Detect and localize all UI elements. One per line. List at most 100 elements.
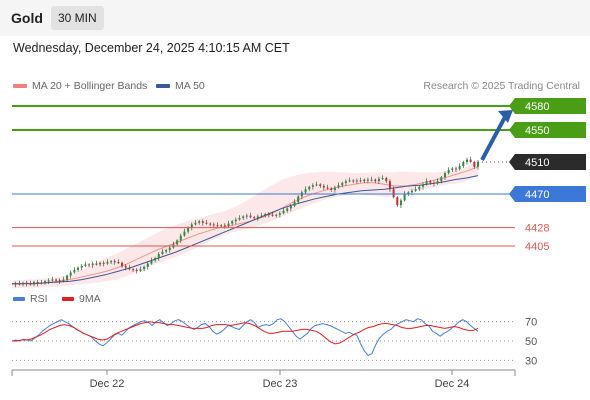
candle-body [465,159,468,162]
symbol-title: Gold [11,10,43,26]
candle-body [220,225,223,227]
candle-body [150,260,153,264]
candle-body [399,200,402,206]
candle-body [447,170,450,174]
ma20-swatch [13,84,27,89]
candle-body [44,281,47,283]
candle-body [458,166,461,170]
legend-ma50: MA 50 [156,80,205,92]
candle-body [231,221,234,224]
candle-body [113,261,116,263]
candle-body [333,187,336,190]
candle-body [385,178,388,182]
candle-body [69,272,72,276]
candle-body [315,184,318,186]
candle-body [36,282,39,284]
candle-body [363,179,366,182]
candle-body [95,263,98,265]
candle-body [451,168,454,170]
level-label-4470: 4470 [525,189,549,201]
x-tick-label: Dec 23 [263,378,298,390]
rsi-line [11,318,479,357]
candle-body [18,283,21,285]
candle-body [176,240,179,245]
candle-body [223,225,226,227]
candle-body [374,179,377,182]
candle-body [157,254,160,258]
candle-body [245,215,248,217]
candle-body [275,214,278,216]
candle-body [124,266,127,268]
level-tag-4550 [509,122,586,138]
candle-body [297,196,300,202]
candle-body [469,159,472,162]
legend-rsi: RSI [13,293,48,305]
candle-body [381,178,384,179]
candle-body [311,185,314,187]
candle-body [421,184,424,187]
candle-body [352,180,355,182]
last-price-label: 4510 [525,157,549,169]
candle-body [99,262,102,265]
candle-body [344,181,347,183]
candle-body [146,263,149,267]
rsi-ma-line [12,321,479,345]
candle-body [29,283,32,285]
candle-body [267,214,270,215]
candle-body [132,269,135,271]
candle-body [227,223,230,226]
candle-body [55,279,58,281]
legend-ma20: MA 20 + Bollinger Bands [13,80,147,92]
interval-button[interactable]: 30 MIN [51,6,104,30]
candle-body [102,262,105,264]
rsi-label: RSI [30,293,48,305]
candle-body [392,189,395,198]
candle-body [319,184,322,186]
candle-body [212,224,215,226]
copyright-text: Research © 2025 Trading Central [423,80,580,92]
rsi-ma-swatch [62,297,74,302]
candle-body [143,266,146,270]
candle-body [209,223,212,225]
candle-body [33,282,36,285]
level-label-4428: 4428 [525,223,549,235]
scenario-arrow-shaft [480,116,507,161]
candle-body [330,188,333,190]
candle-body [187,227,190,232]
candle-body [205,222,208,224]
candle-body [414,189,417,191]
rsi-level-label-50: 50 [525,336,537,348]
candle-body [40,282,43,284]
candle-body [62,279,65,282]
candle-body [454,168,457,170]
candle-body [242,216,245,218]
candle-body [443,173,446,178]
candle-body [88,264,91,266]
candle-body [341,182,344,186]
rsi-level-label-70: 70 [525,317,537,329]
candle-body [410,190,413,193]
candle-body [73,270,76,273]
candle-body [216,225,219,227]
x-tick-label: Dec 24 [435,378,470,390]
candle-body [308,186,311,190]
ma50-swatch [156,84,170,89]
candle-body [322,186,325,188]
candle-body [260,215,263,217]
candle-body [154,258,157,261]
ma50-line [12,175,479,285]
level-tag-4580 [509,98,586,114]
candle-body [396,197,399,206]
candle-body [51,279,54,281]
candle-body [366,179,369,181]
candle-body [348,180,351,182]
candle-body [418,186,421,190]
candle-body [161,251,164,254]
candle-body [168,247,171,250]
level-label-4580: 4580 [525,101,549,113]
candle-body [278,213,281,215]
candle-body [14,283,17,285]
candle-body [286,208,289,211]
